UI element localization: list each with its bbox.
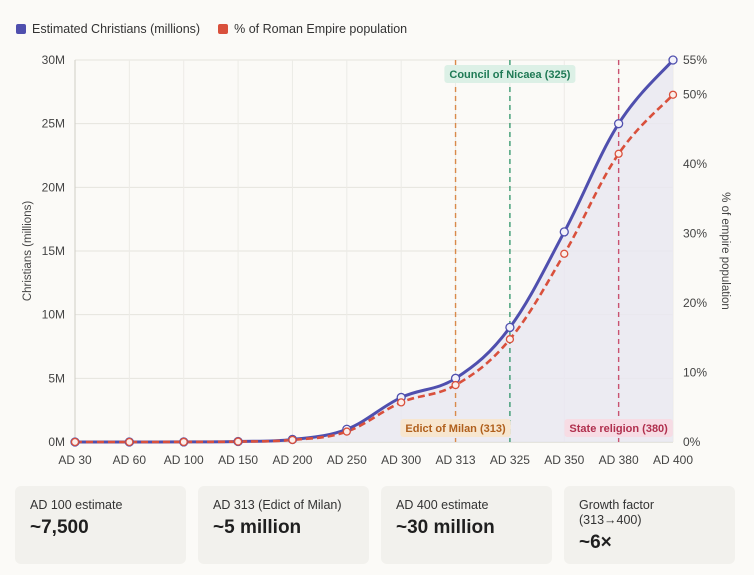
- data-point-percent: [70, 437, 80, 447]
- data-point-percent: [397, 398, 406, 407]
- card-growth: Growth factor (313→400) ~6×: [564, 486, 735, 564]
- annotation-text: State religion (380): [569, 423, 668, 435]
- card-label: AD 313 (Edict of Milan): [213, 498, 342, 512]
- card-label: AD 100 estimate: [30, 498, 123, 512]
- card-value: ~30 million: [396, 517, 495, 538]
- x-tick-label: AD 100: [164, 453, 204, 467]
- annotation-label: Edict of Milan (313): [400, 419, 511, 437]
- annotation-label: State religion (380): [564, 419, 673, 437]
- x-tick-label: AD 60: [113, 453, 147, 467]
- x-tick-label: AD 200: [272, 453, 312, 467]
- data-point-christians: [613, 119, 624, 129]
- data-point-christians: [505, 322, 515, 333]
- series-area-christians: [75, 60, 673, 443]
- x-tick-label: AD 325: [490, 453, 530, 467]
- y-tick-label: 15M: [42, 244, 65, 258]
- y2-tick-label: 55%: [683, 53, 707, 67]
- annotation-bg: [444, 65, 576, 83]
- card-ad400: AD 400 estimate ~30 million: [381, 486, 552, 564]
- data-point-christians: [559, 227, 569, 237]
- legend-item-percent[interactable]: % of Roman Empire population: [218, 22, 407, 36]
- annotation-bg: [400, 419, 511, 437]
- data-point-percent: [125, 437, 134, 447]
- data-point-percent: [233, 437, 243, 446]
- x-tick-label: AD 150: [218, 453, 258, 467]
- legend-swatch-christians: [16, 24, 26, 34]
- card-value: ~7,500: [30, 517, 89, 538]
- legend-swatch-percent: [218, 24, 229, 34]
- data-point-percent: [614, 149, 623, 158]
- annotation-label: Council of Nicaea (325): [444, 65, 576, 83]
- annotation-text: Edict of Milan (313): [405, 423, 506, 435]
- data-point-percent: [505, 335, 515, 344]
- y2-tick-label: 20%: [683, 296, 707, 310]
- y2-tick-label: 50%: [683, 88, 707, 102]
- data-point-percent: [342, 427, 351, 436]
- chart-legend: Estimated Christians (millions) % of Rom…: [16, 22, 407, 36]
- annotation-bg: [564, 419, 673, 437]
- data-point-percent: [288, 435, 297, 445]
- annotation-text: Council of Nicaea (325): [449, 69, 570, 81]
- card-value: ~5 million: [213, 517, 302, 538]
- y2-tick-label: 40%: [683, 157, 707, 171]
- y-tick-label: 20M: [42, 180, 65, 194]
- data-point-percent: [451, 380, 460, 390]
- data-point-percent: [668, 90, 678, 99]
- y-axis-title: Christians (millions): [22, 201, 34, 301]
- card-ad313: AD 313 (Edict of Milan) ~5 million: [198, 486, 369, 564]
- y-tick-label: 30M: [42, 53, 65, 67]
- x-tick-label: AD 350: [544, 453, 584, 467]
- y-tick-label: 10M: [42, 308, 65, 322]
- data-point-percent: [560, 249, 569, 258]
- y-tick-label: 5M: [48, 371, 65, 385]
- card-label: Growth factor (313→400): [579, 498, 655, 527]
- y2-tick-label: 10%: [683, 366, 707, 380]
- x-tick-label: AD 250: [327, 453, 367, 467]
- card-value: ~6×: [579, 532, 612, 553]
- legend-label-percent: % of Roman Empire population: [234, 22, 408, 36]
- y-tick-label: 0M: [48, 435, 65, 449]
- x-tick-label: AD 300: [381, 453, 421, 467]
- y-tick-label: 25M: [42, 117, 65, 131]
- x-tick-label: AD 380: [599, 453, 639, 467]
- x-tick-label: AD 400: [653, 453, 693, 467]
- legend-item-christians[interactable]: Estimated Christians (millions): [16, 22, 200, 36]
- card-label: AD 400 estimate: [396, 498, 489, 512]
- data-point-christians: [668, 55, 678, 65]
- data-point-percent: [179, 437, 188, 447]
- y2-tick-label: 0%: [683, 435, 701, 449]
- y2-tick-label: 30%: [683, 227, 707, 241]
- summary-cards: AD 100 estimate ~7,500 AD 313 (Edict of …: [15, 486, 735, 564]
- x-tick-label: AD 313: [436, 453, 476, 467]
- legend-label-christians: Estimated Christians (millions): [32, 22, 201, 36]
- line-chart: 0M 5M 10M 15M 20M 25M 30M AD 30 AD 60 AD 100 AD 15…: [22, 53, 731, 467]
- card-ad100: AD 100 estimate ~7,500: [15, 486, 186, 564]
- y2-axis-title: % of empire population: [719, 192, 731, 310]
- x-tick-label: AD 30: [58, 453, 92, 467]
